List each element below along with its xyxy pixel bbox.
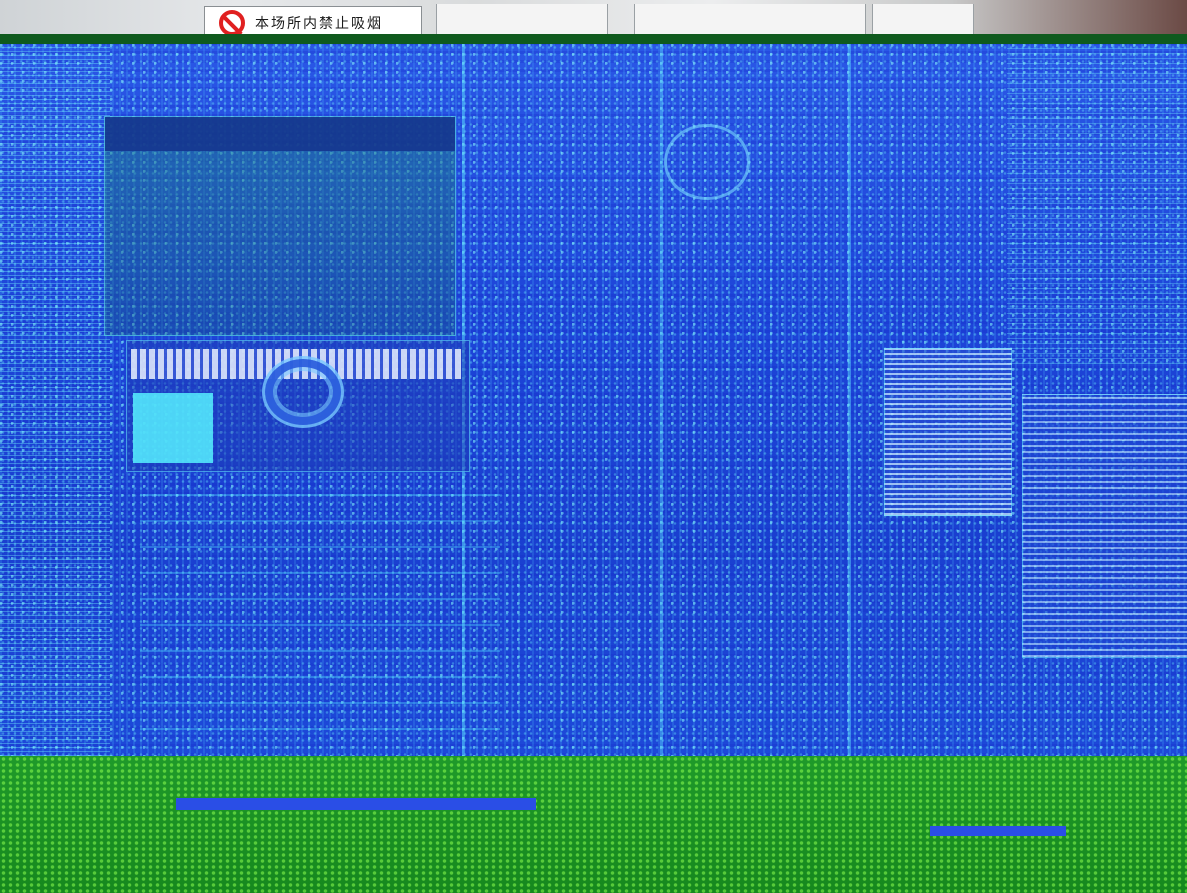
notice-document: [1022, 394, 1187, 658]
poster-cyan-block: [133, 393, 213, 463]
wall-panel: [436, 4, 608, 38]
column-divider: [660, 44, 663, 756]
banner-stroke: [176, 798, 536, 810]
wall-strip: 本场所内禁止吸烟: [0, 0, 1187, 40]
no-smoking-icon: [219, 10, 245, 36]
board-right-texture: [1007, 44, 1187, 364]
no-smoking-text: 本场所内禁止吸烟: [255, 16, 383, 32]
poster-header-band: [105, 117, 455, 151]
green-banner: [0, 756, 1187, 893]
wall-panel: [872, 4, 974, 38]
board-left-texture: [0, 44, 110, 756]
column-divider: [848, 44, 851, 756]
poster-text-lines: [140, 470, 500, 730]
poster-landscape: [104, 116, 456, 336]
notice-document: [884, 348, 1012, 516]
board-top-frame: [0, 34, 1187, 46]
banner-stroke: [930, 826, 1066, 836]
emblem-icon: [664, 124, 750, 200]
wall-panel: [634, 4, 866, 38]
emblem-icon: [262, 356, 344, 428]
